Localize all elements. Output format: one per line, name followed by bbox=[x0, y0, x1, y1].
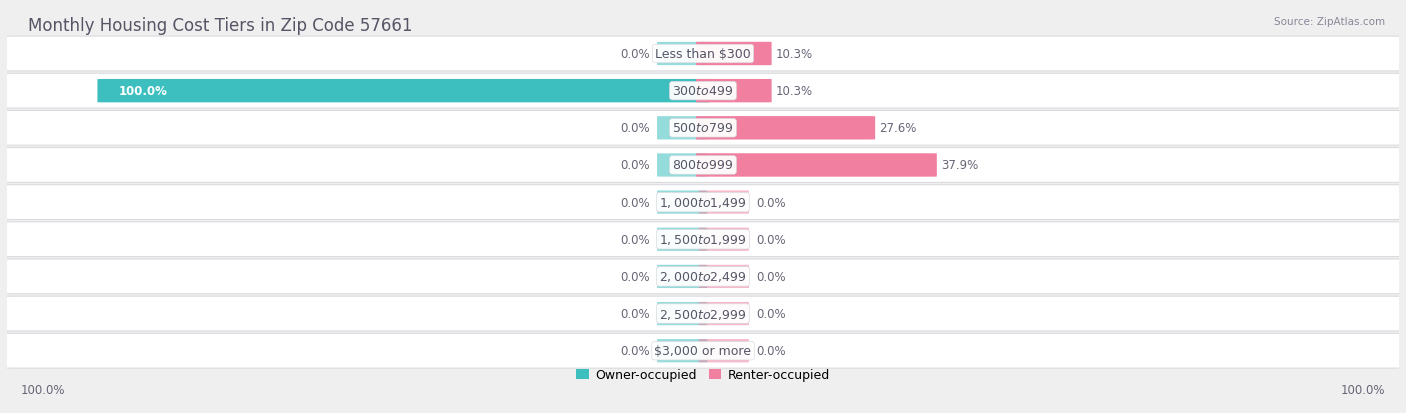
Text: 0.0%: 0.0% bbox=[620, 159, 650, 172]
Text: $1,500 to $1,999: $1,500 to $1,999 bbox=[659, 233, 747, 247]
FancyBboxPatch shape bbox=[3, 185, 1403, 220]
Text: $3,000 or more: $3,000 or more bbox=[655, 344, 751, 357]
Text: $300 to $499: $300 to $499 bbox=[672, 85, 734, 98]
Text: 37.9%: 37.9% bbox=[941, 159, 979, 172]
FancyBboxPatch shape bbox=[3, 297, 1403, 331]
Text: 0.0%: 0.0% bbox=[620, 233, 650, 246]
Text: $500 to $799: $500 to $799 bbox=[672, 122, 734, 135]
Text: 0.0%: 0.0% bbox=[620, 270, 650, 283]
FancyBboxPatch shape bbox=[699, 228, 749, 251]
FancyBboxPatch shape bbox=[699, 302, 749, 325]
FancyBboxPatch shape bbox=[696, 117, 875, 140]
Text: 10.3%: 10.3% bbox=[776, 48, 813, 61]
FancyBboxPatch shape bbox=[696, 154, 936, 177]
FancyBboxPatch shape bbox=[97, 80, 710, 103]
Text: 10.3%: 10.3% bbox=[776, 85, 813, 98]
FancyBboxPatch shape bbox=[3, 74, 1403, 109]
FancyBboxPatch shape bbox=[657, 191, 707, 214]
Text: 100.0%: 100.0% bbox=[118, 85, 167, 98]
Text: 0.0%: 0.0% bbox=[756, 270, 786, 283]
FancyBboxPatch shape bbox=[3, 148, 1403, 183]
FancyBboxPatch shape bbox=[657, 154, 707, 177]
FancyBboxPatch shape bbox=[3, 334, 1403, 368]
FancyBboxPatch shape bbox=[3, 37, 1403, 72]
FancyBboxPatch shape bbox=[3, 111, 1403, 146]
Text: 100.0%: 100.0% bbox=[21, 384, 66, 396]
FancyBboxPatch shape bbox=[657, 117, 707, 140]
Text: $2,500 to $2,999: $2,500 to $2,999 bbox=[659, 307, 747, 321]
FancyBboxPatch shape bbox=[699, 191, 749, 214]
FancyBboxPatch shape bbox=[696, 80, 772, 103]
Text: 0.0%: 0.0% bbox=[620, 196, 650, 209]
FancyBboxPatch shape bbox=[3, 222, 1403, 257]
Text: 0.0%: 0.0% bbox=[756, 233, 786, 246]
Legend: Owner-occupied, Renter-occupied: Owner-occupied, Renter-occupied bbox=[571, 363, 835, 387]
Text: Source: ZipAtlas.com: Source: ZipAtlas.com bbox=[1274, 17, 1385, 26]
Text: 0.0%: 0.0% bbox=[756, 196, 786, 209]
FancyBboxPatch shape bbox=[696, 43, 772, 66]
FancyBboxPatch shape bbox=[657, 339, 707, 363]
Text: 27.6%: 27.6% bbox=[879, 122, 917, 135]
Text: 0.0%: 0.0% bbox=[620, 122, 650, 135]
Text: $2,000 to $2,499: $2,000 to $2,499 bbox=[659, 270, 747, 284]
FancyBboxPatch shape bbox=[3, 259, 1403, 294]
FancyBboxPatch shape bbox=[657, 43, 707, 66]
Text: $1,000 to $1,499: $1,000 to $1,499 bbox=[659, 196, 747, 210]
Text: 0.0%: 0.0% bbox=[756, 344, 786, 357]
FancyBboxPatch shape bbox=[699, 265, 749, 288]
FancyBboxPatch shape bbox=[657, 265, 707, 288]
Text: Monthly Housing Cost Tiers in Zip Code 57661: Monthly Housing Cost Tiers in Zip Code 5… bbox=[28, 17, 412, 34]
Text: $800 to $999: $800 to $999 bbox=[672, 159, 734, 172]
FancyBboxPatch shape bbox=[699, 339, 749, 363]
FancyBboxPatch shape bbox=[657, 228, 707, 251]
Text: 0.0%: 0.0% bbox=[620, 344, 650, 357]
Text: 0.0%: 0.0% bbox=[620, 48, 650, 61]
Text: 100.0%: 100.0% bbox=[1340, 384, 1385, 396]
FancyBboxPatch shape bbox=[657, 302, 707, 325]
Text: 0.0%: 0.0% bbox=[620, 307, 650, 320]
Text: Less than $300: Less than $300 bbox=[655, 48, 751, 61]
Text: 0.0%: 0.0% bbox=[756, 307, 786, 320]
